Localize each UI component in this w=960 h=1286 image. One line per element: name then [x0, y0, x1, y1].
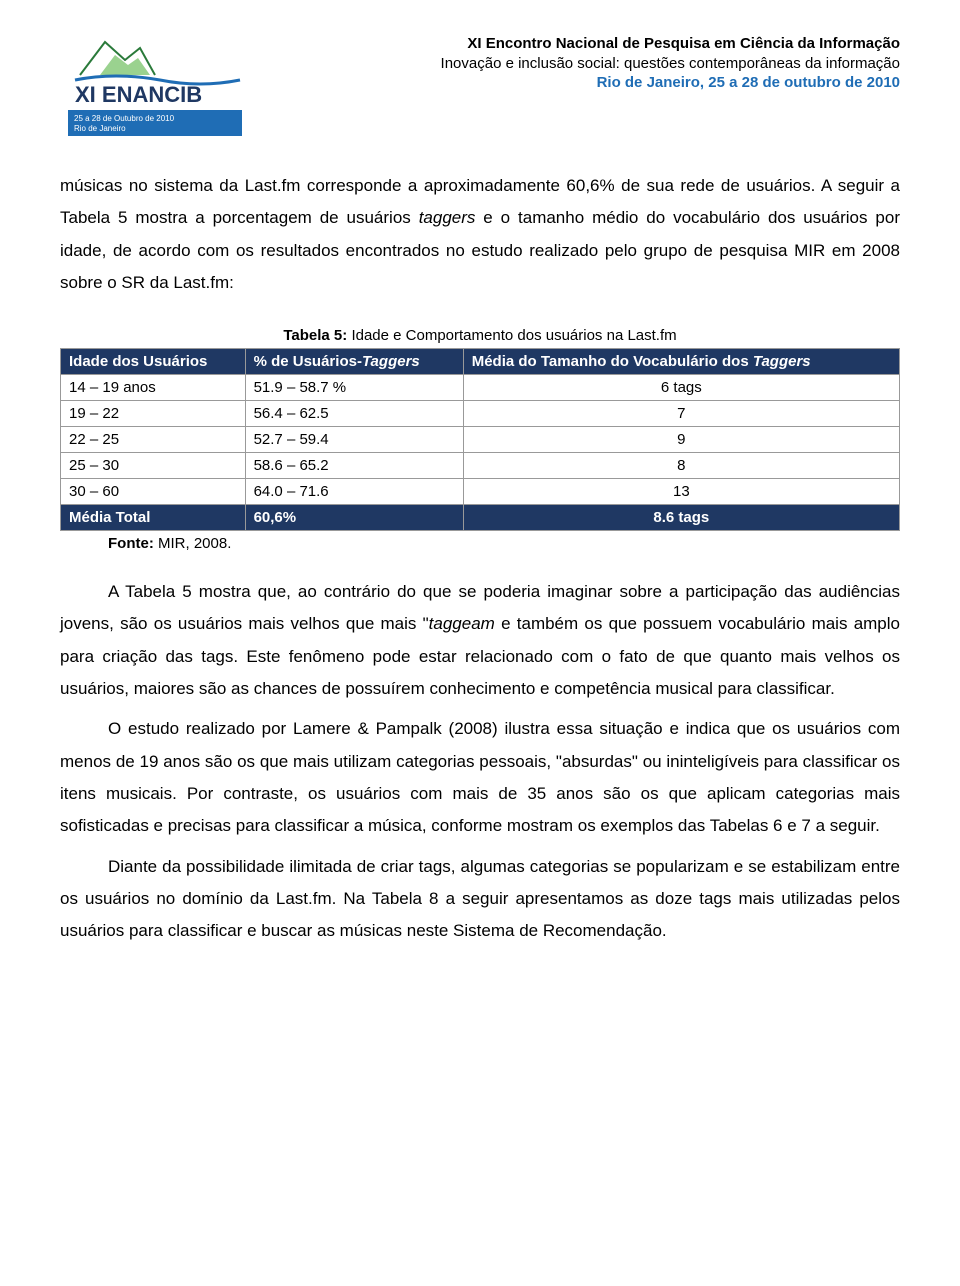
cell-age: 25 – 30 — [61, 453, 246, 479]
table-row: 25 – 30 58.6 – 65.2 8 — [61, 453, 900, 479]
cell-vocab: 9 — [463, 427, 899, 453]
body-text-lower: A Tabela 5 mostra que, ao contrário do q… — [60, 576, 900, 947]
caption-rest: Idade e Comportamento dos usuários na La… — [347, 327, 676, 344]
header-line-2: Inovação e inclusão social: questões con… — [260, 54, 900, 74]
enancib-logo: XI ENANCIB 25 a 28 de Outubro de 2010 Ri… — [60, 30, 250, 140]
cell-pct: 64.0 – 71.6 — [245, 479, 463, 505]
table-caption: Tabela 5: Idade e Comportamento dos usuá… — [60, 327, 900, 344]
table-row: 22 – 25 52.7 – 59.4 9 — [61, 427, 900, 453]
table-header-row: Idade dos Usuários % de Usuários-Taggers… — [61, 349, 900, 375]
cell-age: 30 – 60 — [61, 479, 246, 505]
caption-bold: Tabela 5: — [283, 327, 347, 344]
body-text: músicas no sistema da Last.fm correspond… — [60, 170, 900, 299]
th-vocab-a: Média do Tamanho do Vocabulário dos — [472, 353, 753, 370]
table-total-row: Média Total 60,6% 8.6 tags — [61, 505, 900, 531]
table-row: 14 – 19 anos 51.9 – 58.7 % 6 tags — [61, 375, 900, 401]
paragraph-4: Diante da possibilidade ilimitada de cri… — [60, 851, 900, 948]
table-source: Fonte: MIR, 2008. — [108, 535, 900, 552]
header-line-1: XI Encontro Nacional de Pesquisa em Ciên… — [260, 34, 900, 54]
th-age: Idade dos Usuários — [61, 349, 246, 375]
cell-pct: 51.9 – 58.7 % — [245, 375, 463, 401]
paragraph-3: O estudo realizado por Lamere & Pampalk … — [60, 713, 900, 842]
paragraph-2: A Tabela 5 mostra que, ao contrário do q… — [60, 576, 900, 705]
cell-pct: 56.4 – 62.5 — [245, 401, 463, 427]
cell-age: Média Total — [61, 505, 246, 531]
source-bold: Fonte: — [108, 535, 154, 552]
cell-age: 19 – 22 — [61, 401, 246, 427]
cell-vocab: 8.6 tags — [463, 505, 899, 531]
svg-text:25 a 28 de Outubro de 2010: 25 a 28 de Outubro de 2010 — [74, 114, 175, 123]
th-vocab: Média do Tamanho do Vocabulário dos Tagg… — [463, 349, 899, 375]
th-pct: % de Usuários-Taggers — [245, 349, 463, 375]
p2-b: taggeam — [429, 614, 495, 633]
cell-pct: 58.6 – 65.2 — [245, 453, 463, 479]
cell-vocab: 6 tags — [463, 375, 899, 401]
source-rest: MIR, 2008. — [154, 535, 232, 552]
paragraph-1: músicas no sistema da Last.fm correspond… — [60, 170, 900, 299]
page-header: XI ENANCIB 25 a 28 de Outubro de 2010 Ri… — [60, 30, 900, 140]
cell-vocab: 13 — [463, 479, 899, 505]
table-row: 19 – 22 56.4 – 62.5 7 — [61, 401, 900, 427]
table-row: 30 – 60 64.0 – 71.6 13 — [61, 479, 900, 505]
cell-pct: 60,6% — [245, 505, 463, 531]
cell-age: 14 – 19 anos — [61, 375, 246, 401]
svg-text:Rio de Janeiro: Rio de Janeiro — [74, 124, 126, 133]
header-text: XI Encontro Nacional de Pesquisa em Ciên… — [260, 30, 900, 93]
cell-pct: 52.7 – 59.4 — [245, 427, 463, 453]
th-pct-a: % de Usuários- — [254, 353, 362, 370]
th-pct-b: Taggers — [362, 353, 420, 370]
p1-b: taggers — [419, 208, 476, 227]
table-5: Idade dos Usuários % de Usuários-Taggers… — [60, 348, 900, 531]
cell-age: 22 – 25 — [61, 427, 246, 453]
th-vocab-b: Taggers — [753, 353, 811, 370]
cell-vocab: 8 — [463, 453, 899, 479]
header-line-3: Rio de Janeiro, 25 a 28 de outubro de 20… — [260, 73, 900, 93]
logo-main-text: XI ENANCIB — [75, 82, 202, 107]
cell-vocab: 7 — [463, 401, 899, 427]
